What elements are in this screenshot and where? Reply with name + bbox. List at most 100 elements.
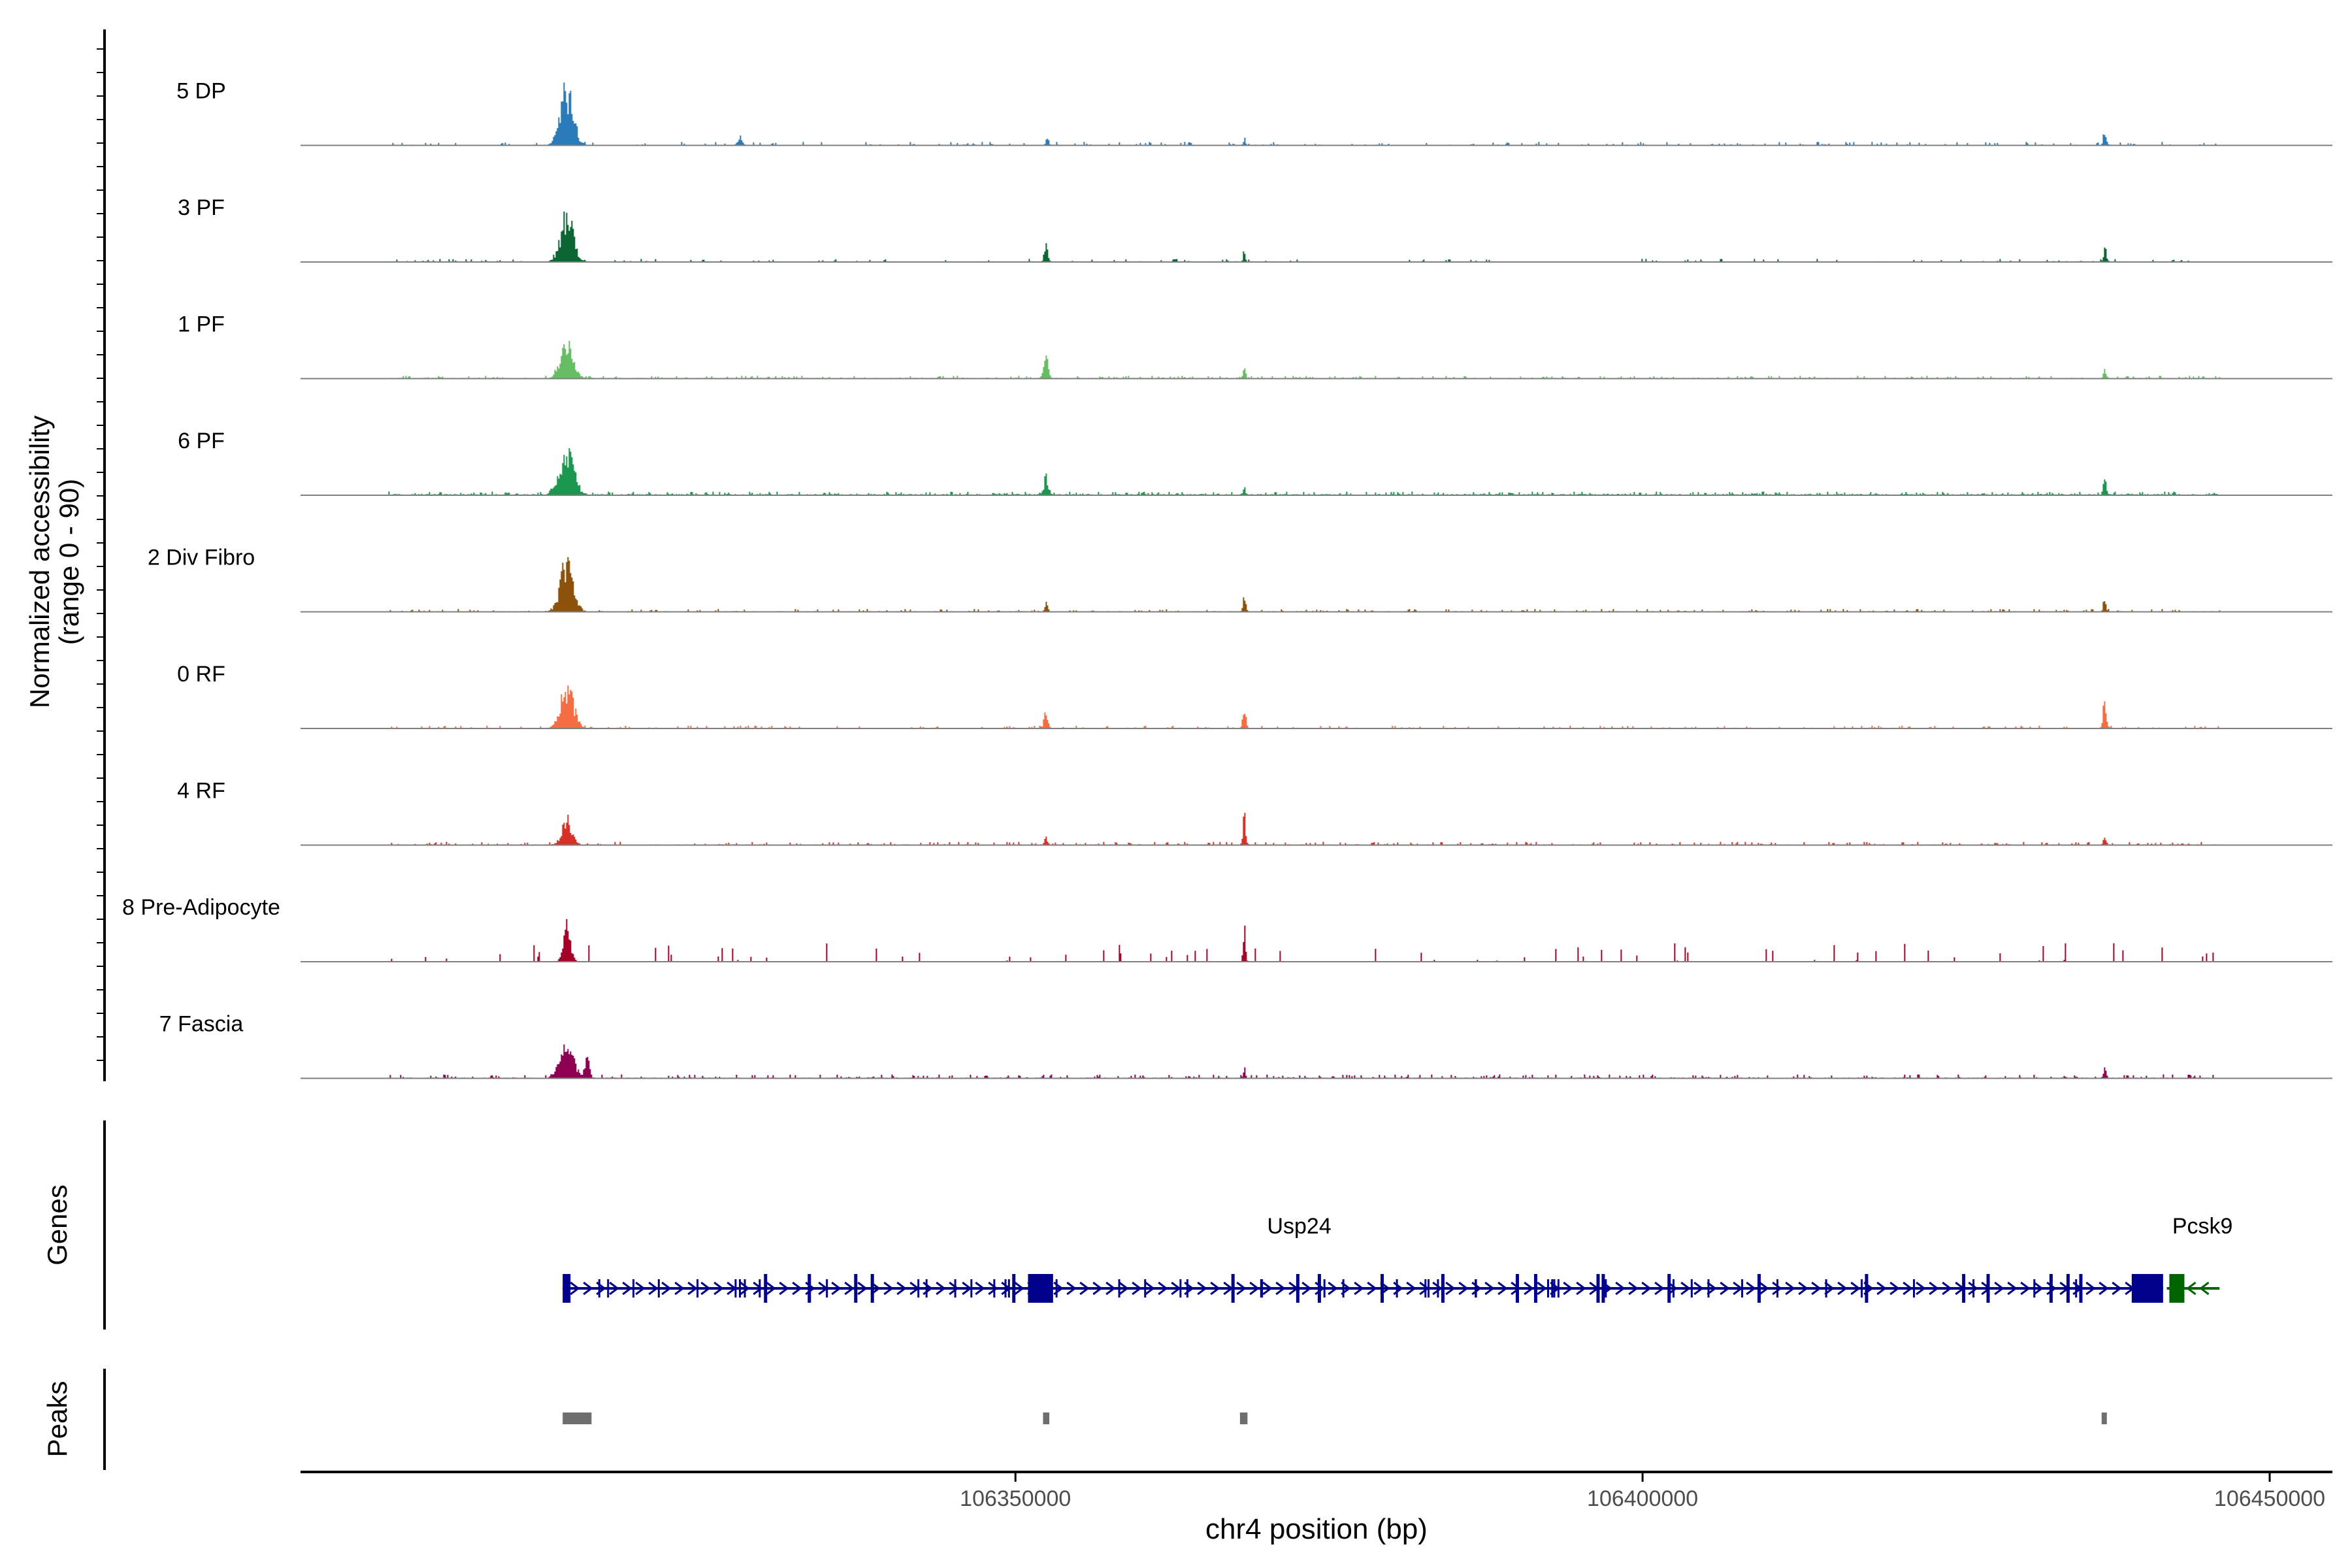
coverage-signal [388, 448, 2219, 495]
strand-arrow [1262, 1281, 1273, 1296]
strand-arrow [2199, 1281, 2210, 1296]
strand-arrow [988, 1281, 998, 1296]
peak-region [563, 1413, 592, 1424]
strand-arrow [1249, 1281, 1260, 1296]
strand-arrow [740, 1281, 750, 1296]
exon-mark [1986, 1274, 1990, 1303]
exon-mark [598, 1279, 600, 1298]
strand-arrow [883, 1281, 894, 1296]
exon-mark [917, 1279, 920, 1298]
exon-mark [1144, 1279, 1147, 1298]
strand-arrow [1563, 1281, 1573, 1296]
strand-arrow [857, 1281, 868, 1296]
strand-arrow [1693, 1281, 1704, 1296]
strand-arrow [674, 1281, 685, 1296]
exon-mark [1861, 1279, 1863, 1298]
strand-arrow [896, 1281, 907, 1296]
strand-arrow [1119, 1281, 1129, 1296]
exon-mark [1913, 1279, 1916, 1298]
track-label: 5 DP [176, 79, 226, 104]
exon-mark [993, 1279, 996, 1298]
strand-arrow [687, 1281, 698, 1296]
exon-mark [1342, 1279, 1345, 1298]
exon-mark [970, 1279, 973, 1298]
exon-mark [1741, 1279, 1744, 1298]
x-ticks: 106350000 106400000 106450000 [960, 1472, 2325, 1511]
exon-mark [696, 1279, 699, 1298]
exon-mark [1547, 1279, 1550, 1298]
strand-arrow [1236, 1281, 1247, 1296]
strand-arrow [1484, 1281, 1495, 1296]
strand-arrow [1524, 1281, 1534, 1296]
exon-mark [954, 1279, 956, 1298]
exon-mark [1260, 1279, 1262, 1298]
strand-arrow [975, 1281, 985, 1296]
strand-arrow [1092, 1281, 1103, 1296]
exon-mark [826, 1279, 828, 1298]
exon [1028, 1274, 1053, 1303]
exon-mark [2066, 1274, 2070, 1303]
coverage-signal [389, 557, 2221, 612]
strand-arrow [1210, 1281, 1220, 1296]
strand-arrow [2033, 1281, 2044, 1296]
exon-mark [632, 1279, 635, 1298]
strand-arrow [1105, 1281, 1116, 1296]
strand-arrow [1066, 1281, 1077, 1296]
strand-arrow [1458, 1281, 1469, 1296]
strand-arrow [2020, 1281, 2031, 1296]
track-1-pf [301, 340, 2332, 380]
exon-mark [1515, 1274, 1519, 1303]
strand-arrow [1916, 1281, 1926, 1296]
exon [2131, 1274, 2163, 1303]
strand-arrow [1628, 1281, 1639, 1296]
strand-arrow [1445, 1281, 1456, 1296]
strand-arrow [1837, 1281, 1848, 1296]
strand-arrow [1014, 1281, 1024, 1296]
strand-arrow [622, 1281, 632, 1296]
x-axis-title: chr4 position (bp) [1205, 1513, 1428, 1545]
exon-mark [1179, 1279, 1182, 1298]
exon-mark [1296, 1274, 1299, 1303]
track-label: 1 PF [178, 312, 225, 337]
peak-region [2101, 1413, 2107, 1424]
strand-arrow [1328, 1281, 1338, 1296]
strand-arrow [2085, 1281, 2096, 1296]
exon-mark [2079, 1274, 2083, 1303]
exon-mark [1534, 1274, 1538, 1303]
exon-mark [1865, 1274, 1869, 1303]
exon-mark [1323, 1279, 1326, 1298]
exon-mark [1012, 1274, 1016, 1303]
exon-mark [1596, 1274, 1600, 1303]
gene-models: Usp24 Pcsk9 [563, 1214, 2232, 1303]
strand-arrow [1132, 1281, 1142, 1296]
track-8-pre-adipocyte [301, 919, 2332, 962]
track-0-rf [301, 685, 2332, 729]
exon-mark [734, 1279, 737, 1298]
exon-mark [808, 1274, 811, 1303]
strand-arrow [1889, 1281, 1900, 1296]
exon-mark [657, 1279, 660, 1298]
strand-arrow [635, 1281, 645, 1296]
exon-mark [1396, 1279, 1398, 1298]
track-4-rf [301, 813, 2332, 846]
strand-arrow [648, 1281, 659, 1296]
strand-arrow [2007, 1281, 2017, 1296]
coverage-signal [388, 1044, 2219, 1079]
exon-mark [1317, 1274, 1321, 1303]
strand-arrow [2186, 1281, 2197, 1296]
strand-arrow [1746, 1281, 1756, 1296]
strand-arrow [1576, 1281, 1586, 1296]
track-labels: 5 DP 3 PF 1 PF 6 PF 2 Div Fibro 0 RF 4 RF 8 Pre… [122, 79, 280, 1037]
strand-arrow [962, 1281, 972, 1296]
strand-arrow [779, 1281, 789, 1296]
strand-arrow [713, 1281, 724, 1296]
x-tick-label: 106350000 [960, 1486, 1071, 1511]
exon-mark [743, 1279, 746, 1298]
strand-arrow [1497, 1281, 1508, 1296]
strand-arrow [1811, 1281, 1821, 1296]
y-axis-title-line2: (range 0 - 90) [54, 479, 84, 645]
exon-mark [1972, 1279, 1975, 1298]
strand-arrow [1158, 1281, 1168, 1296]
exon-mark [1055, 1279, 1058, 1298]
x-axis: 106350000 106400000 106450000 chr4 positio… [301, 1471, 2332, 1545]
